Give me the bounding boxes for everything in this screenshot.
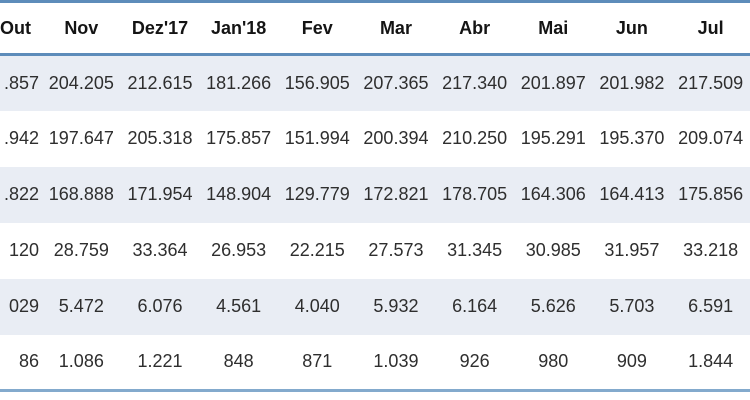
header-row: Out Nov Dez'17 Jan'18 Fev Mar Abr Mai Ju… (0, 1, 750, 55)
data-cell: 1.221 (137, 351, 183, 372)
data-cell: 164.413 (599, 184, 665, 204)
data-cell: 207.365 (363, 72, 429, 93)
data-cell: 217.509 (678, 72, 744, 93)
data-cell: 151.994 (284, 128, 350, 148)
column-header-fev: Fev (301, 17, 333, 38)
data-cell: 980 (538, 351, 569, 372)
data-cell: 1.844 (688, 351, 734, 372)
data-cell: 31.957 (604, 240, 660, 260)
data-cell: 217.340 (442, 72, 508, 93)
column-header-nov: Nov (64, 17, 99, 38)
data-cell: 1.039 (373, 351, 419, 372)
data-cell: 86 (18, 351, 39, 372)
data-cell: 26.953 (211, 240, 267, 260)
data-cell: .942 (3, 128, 39, 148)
column-header-dez17: Dez'17 (131, 17, 189, 38)
data-cell: 201.897 (520, 72, 586, 93)
data-cell: 30.985 (525, 240, 581, 260)
column-header-abr: Abr (459, 17, 491, 38)
table-row: .822 168.888 171.954 148.904 129.779 172… (0, 166, 750, 223)
data-cell: 5.703 (609, 296, 655, 316)
data-cell: 029 (8, 296, 39, 316)
data-cell: 205.318 (127, 128, 193, 148)
table-row: .942 197.647 205.318 175.857 151.994 200… (0, 110, 750, 167)
data-cell: 848 (223, 351, 254, 372)
data-cell: 164.306 (520, 184, 586, 204)
data-cell: 120 (8, 240, 39, 260)
data-cell: 33.218 (683, 240, 739, 260)
data-cell: 27.573 (368, 240, 424, 260)
data-cell: 871 (302, 351, 333, 372)
data-cell: 181.266 (206, 72, 272, 93)
data-cell: .857 (3, 72, 39, 93)
data-cell: 1.086 (58, 351, 104, 372)
data-cell: 909 (616, 351, 647, 372)
data-cell: 31.345 (447, 240, 503, 260)
data-cell: 5.626 (530, 296, 576, 316)
data-cell: 33.364 (132, 240, 188, 260)
data-cell: 212.615 (127, 72, 193, 93)
data-cell: 5.932 (373, 296, 419, 316)
data-cell: 6.164 (452, 296, 498, 316)
column-header-jul: Jul (697, 17, 724, 38)
data-cell: 195.370 (599, 128, 665, 148)
data-cell: 129.779 (284, 184, 350, 204)
table-header: Out Nov Dez'17 Jan'18 Fev Mar Abr Mai Ju… (0, 1, 750, 55)
column-header-out: Out (0, 17, 31, 38)
data-cell: 148.904 (206, 184, 272, 204)
data-cell: 201.982 (599, 72, 665, 93)
data-cell: .822 (3, 184, 39, 204)
data-cell: 5.472 (58, 296, 104, 316)
data-cell: 197.647 (48, 128, 114, 148)
table-body: .857 204.205 212.615 181.266 156.905 207… (0, 54, 750, 391)
data-cell: 171.954 (127, 184, 193, 204)
column-header-jun: Jun (615, 17, 648, 38)
data-cell: 168.888 (48, 184, 114, 204)
data-cell: 172.821 (363, 184, 429, 204)
data-cell: 209.074 (678, 128, 744, 148)
table-row: 86 1.086 1.221 848 871 1.039 926 980 909… (0, 334, 750, 391)
data-cell: 22.215 (289, 240, 345, 260)
data-cell: 210.250 (442, 128, 508, 148)
data-cell: 175.856 (678, 184, 744, 204)
data-cell: 6.591 (688, 296, 734, 316)
data-cell: 175.857 (206, 128, 272, 148)
data-cell: 4.040 (294, 296, 340, 316)
table-row: 120 28.759 33.364 26.953 22.215 27.573 3… (0, 222, 750, 279)
data-cell: 6.076 (137, 296, 183, 316)
data-cell: 178.705 (442, 184, 508, 204)
data-cell: 204.205 (48, 72, 114, 93)
data-cell: 195.291 (520, 128, 586, 148)
table-row: 029 5.472 6.076 4.561 4.040 5.932 6.164 … (0, 278, 750, 335)
data-cell: 4.561 (216, 296, 262, 316)
data-cell: 200.394 (363, 128, 429, 148)
column-header-jan18: Jan'18 (210, 17, 267, 38)
column-header-mai: Mai (538, 17, 569, 38)
data-cell: 156.905 (284, 72, 350, 93)
table-row: .857 204.205 212.615 181.266 156.905 207… (0, 54, 750, 111)
data-cell: 926 (459, 351, 490, 372)
data-cell: 28.759 (53, 240, 109, 260)
column-header-mar: Mar (379, 17, 412, 38)
